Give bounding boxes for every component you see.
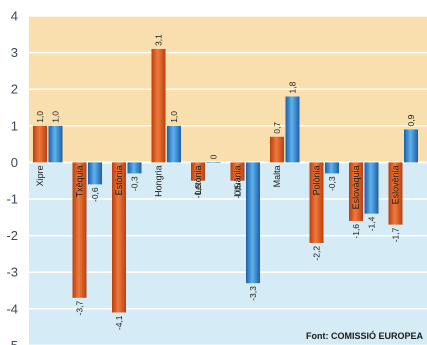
bar-orange [151, 48, 166, 163]
bar-orange [112, 162, 126, 313]
y-axis-ticks: 4 3 2 1 0 -1 -2 -3 -4 -5 [6, 9, 18, 345]
category-label: Lituània [233, 165, 243, 197]
value-label: -0,5 [233, 183, 243, 198]
value-label: -0,6 [90, 187, 100, 202]
y-tick-label: 2 [11, 82, 18, 97]
y-tick-label: -2 [6, 228, 18, 243]
bar-blue [48, 125, 63, 163]
value-label: 0,9 [406, 114, 416, 126]
bar-orange [388, 162, 403, 225]
y-tick-label: 3 [11, 45, 18, 60]
bar-blue [127, 162, 142, 174]
y-tick-label: 1 [11, 118, 18, 133]
value-label: -1,7 [391, 227, 401, 242]
category-label: Malta [272, 165, 282, 187]
labels: 1,0 1,0 Xipre -3,7 -0,6 Txèquia -4,1 -0,3 Estòni… [35, 34, 416, 330]
value-label: -0,5 [193, 183, 203, 198]
bar-orange [309, 162, 324, 243]
y-tick-label: -3 [6, 265, 18, 280]
value-label: 1,8 [288, 81, 298, 93]
bar-orange [230, 162, 245, 181]
bar-blue [404, 129, 418, 163]
bar-orange [72, 162, 87, 298]
value-label: -3,3 [248, 286, 258, 301]
value-label: 3,1 [154, 34, 164, 46]
bar-orange [349, 162, 363, 221]
category-label: Polònia [312, 165, 322, 195]
value-label: 0,7 [272, 122, 282, 134]
y-tick-label: 0 [11, 155, 18, 170]
bar-blue [325, 162, 339, 174]
bars [33, 48, 418, 313]
value-label: 0 [209, 154, 219, 159]
category-label: Estònia [114, 165, 124, 195]
y-tick-label: -4 [6, 301, 18, 316]
bar-orange [33, 125, 47, 163]
bar-blue [246, 162, 260, 284]
value-label: -1,4 [367, 216, 377, 231]
category-label: Letònia [193, 165, 203, 195]
value-label: -0,3 [130, 176, 140, 191]
category-label: Eslovènia [391, 165, 401, 204]
value-label: -1,6 [351, 224, 361, 239]
category-label: Txèquia [75, 165, 85, 197]
bar-orange [191, 162, 205, 181]
bar-blue [285, 96, 300, 163]
category-label: Hongria [154, 165, 164, 197]
category-label: Eslovàquia [351, 165, 361, 209]
value-label: -0,3 [327, 176, 337, 191]
value-label: -3,7 [75, 301, 85, 316]
value-label: -4,1 [114, 315, 124, 330]
y-tick-label: -1 [6, 192, 18, 207]
bar-orange [270, 136, 284, 163]
bar-blue [167, 125, 181, 163]
category-label: Xipre [35, 165, 45, 186]
value-label: 1,0 [51, 111, 61, 123]
source-note: Font: COMISSIÓ EUROPEA [306, 330, 424, 341]
bar-blue [364, 162, 379, 214]
bar-blue [88, 162, 102, 185]
bar-blue [206, 162, 221, 163]
value-label: 1,0 [169, 111, 179, 123]
y-tick-label: 4 [11, 9, 18, 24]
value-label: 1,0 [35, 111, 45, 123]
y-tick-label: -5 [6, 338, 18, 345]
value-label: -2,2 [312, 246, 322, 261]
